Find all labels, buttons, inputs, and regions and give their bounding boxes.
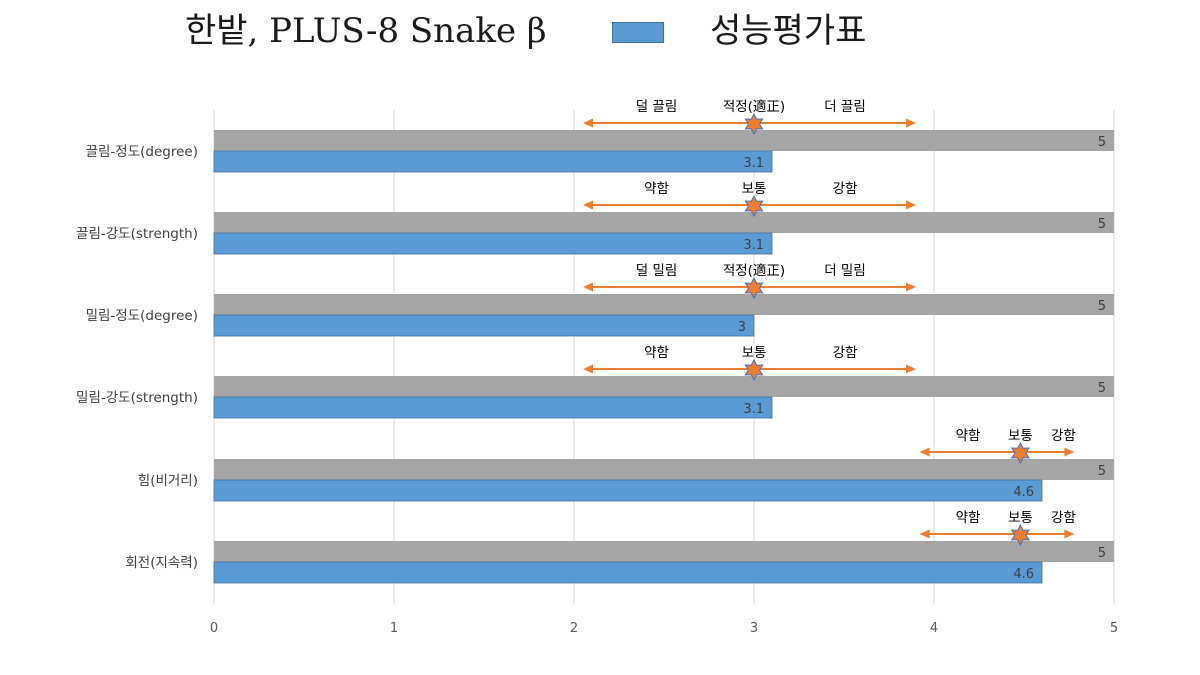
star-marker-icon: [744, 276, 764, 300]
data-label: 5: [1098, 546, 1106, 561]
x-tick-label: 4: [930, 621, 938, 636]
bar-max: [214, 541, 1114, 562]
scale-label-high: 강함: [1051, 510, 1076, 526]
bar-max: [214, 294, 1114, 315]
star-marker-icon: [744, 194, 764, 218]
scale-label-mid: 적정(適正): [723, 262, 785, 279]
data-label: 4.6: [1013, 485, 1034, 500]
legend-swatch: [612, 22, 664, 43]
scale-arrow-left-head: [919, 529, 930, 539]
scale-label-mid: 보통: [1008, 428, 1033, 444]
scale-label-high: 강함: [833, 181, 858, 197]
scale-label-low: 약함: [956, 510, 981, 526]
scale-arrow-right-head: [906, 364, 916, 374]
scale-arrow-right-head: [906, 118, 916, 128]
bar-score: [213, 561, 1043, 584]
scale-label-mid: 보통: [1008, 510, 1033, 526]
bar-score: [213, 479, 1043, 502]
x-tick-label: 0: [210, 621, 218, 636]
x-tick-label: 3: [750, 621, 758, 636]
scale-arrow-right-head: [1064, 529, 1075, 539]
category-label: 밀림-강도(strength): [76, 390, 198, 406]
bar-max: [214, 212, 1114, 233]
bar-max: [214, 459, 1114, 480]
scale-arrow-left-head: [919, 447, 930, 457]
data-label: 4.6: [1013, 567, 1034, 582]
bar-max: [214, 130, 1114, 151]
scale-label-low: 약함: [956, 428, 981, 444]
star-marker-icon: [744, 358, 764, 382]
scale-label-high: 더 밀림: [824, 263, 866, 279]
bar-max: [214, 376, 1114, 397]
scale-arrow-left-head: [583, 282, 593, 292]
data-label: 3: [738, 320, 746, 335]
star-marker-icon: [1010, 523, 1030, 547]
scale-label-low: 덜 밀림: [636, 263, 678, 279]
scale-arrow-left-head: [583, 118, 593, 128]
chart-title-right: 성능평가표: [710, 11, 867, 51]
scale-label-mid: 적정(適正): [723, 98, 785, 115]
scale-label-high: 강함: [1051, 428, 1076, 444]
bar-score: [213, 232, 773, 255]
scale-label-mid: 보통: [742, 345, 767, 361]
data-label: 5: [1098, 299, 1106, 314]
scale-arrow-right-head: [1064, 447, 1075, 457]
data-label: 3.1: [743, 238, 764, 253]
bar-score: [213, 150, 773, 173]
category-label: 밀림-정도(degree): [86, 308, 198, 324]
x-tick-label: 1: [390, 621, 398, 636]
category-label: 끌림-강도(strength): [76, 226, 198, 242]
data-label: 5: [1098, 381, 1106, 396]
star-marker-icon: [744, 112, 764, 136]
bar-score: [213, 314, 755, 337]
category-label: 끌림-정도(degree): [86, 144, 198, 160]
category-label: 힘(비거리): [138, 473, 198, 489]
x-tick-label: 2: [570, 621, 578, 636]
scale-label-high: 더 끌림: [824, 99, 866, 115]
data-label: 5: [1098, 135, 1106, 150]
bar-score: [213, 396, 773, 419]
star-marker-icon: [1010, 441, 1030, 465]
scale-arrow-left-head: [583, 364, 593, 374]
data-label: 3.1: [743, 156, 764, 171]
category-label: 회전(지속력): [125, 555, 198, 571]
data-label: 5: [1098, 217, 1106, 232]
scale-arrow-right-head: [906, 200, 916, 210]
scale-label-high: 강함: [833, 345, 858, 361]
scale-arrow-right-head: [906, 282, 916, 292]
scale-label-low: 약함: [644, 181, 669, 197]
data-label: 5: [1098, 464, 1106, 479]
scale-label-low: 덜 끌림: [636, 99, 678, 115]
chart-title-left: 한밭, PLUS-8 Snake β: [185, 11, 547, 51]
x-tick-label: 5: [1110, 621, 1118, 636]
scale-label-low: 약함: [644, 345, 669, 361]
scale-label-mid: 보통: [742, 181, 767, 197]
data-label: 3.1: [743, 402, 764, 417]
scale-arrow-left-head: [583, 200, 593, 210]
